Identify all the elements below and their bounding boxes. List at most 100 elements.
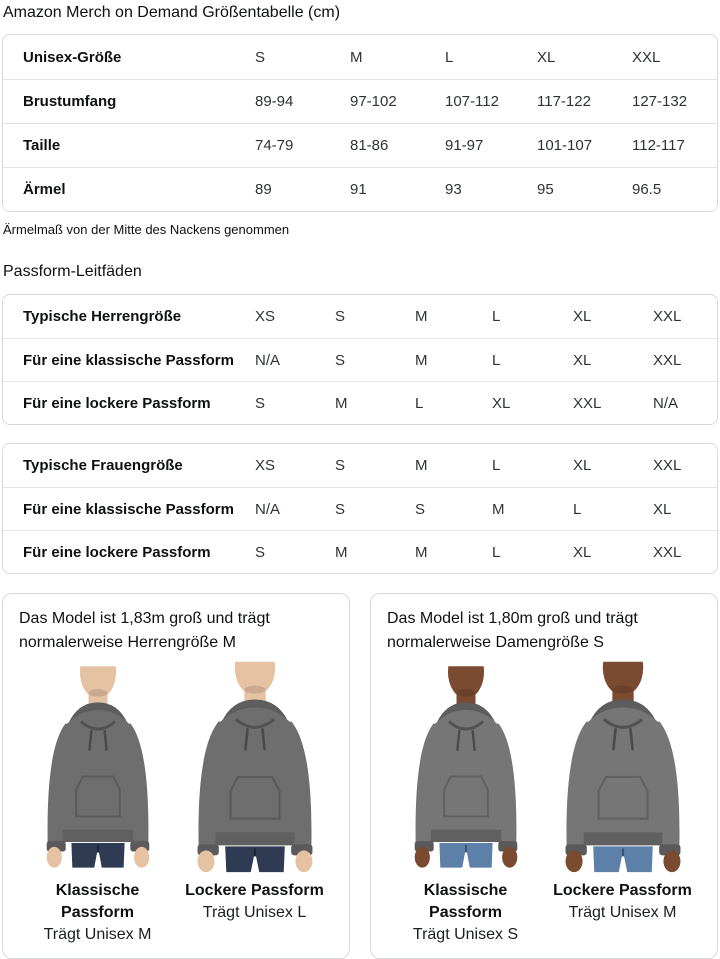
- womens-fit-table: Typische Frauengröße XS S M L XL XXL Für…: [2, 443, 718, 574]
- table-row: Für eine klassische Passform N/A S M L X…: [3, 338, 717, 381]
- table-row: Brustumfang 89-94 97-102 107-112 117-122…: [3, 79, 717, 123]
- table-row: Für eine klassische Passform N/A S S M L…: [3, 487, 717, 530]
- table-cell: M: [415, 457, 428, 474]
- table-cell: XS: [255, 457, 276, 474]
- table-cell: XXL: [653, 351, 682, 369]
- row-label: Ärmel: [23, 181, 66, 198]
- table-cell: XL: [653, 500, 672, 518]
- table-cell: M: [492, 500, 505, 518]
- male-classic-fit-photo: Klassische Passform Trägt Unisex M: [19, 661, 176, 946]
- table-row: Taille 74-79 81-86 91-97 101-107 112-117: [3, 123, 717, 167]
- table-cell: 81-86: [350, 137, 389, 154]
- table-cell: 97-102: [350, 93, 397, 110]
- row-label: Für eine klassische Passform: [23, 500, 234, 518]
- size-caption: Trägt Unisex S: [412, 926, 519, 943]
- table-cell: L: [492, 351, 501, 369]
- table-cell: XL: [573, 351, 592, 369]
- table-cell: 91-97: [445, 137, 484, 154]
- table-row: Ärmel 89 91 93 95 96.5: [3, 167, 717, 211]
- row-label: Taille: [23, 137, 61, 154]
- row-label: Typische Frauengröße: [23, 457, 183, 474]
- table-cell: XL: [573, 308, 592, 325]
- row-label: Typische Herrengröße: [23, 308, 182, 325]
- table-cell: XXL: [653, 543, 682, 561]
- figures-row: Klassische Passform Trägt Unisex S Locke…: [387, 661, 701, 946]
- table-cell: XL: [492, 394, 511, 412]
- fit-section-title: Passform-Leitfäden: [3, 263, 142, 280]
- table-cell: 74-79: [255, 137, 294, 154]
- fit-caption: Klassische Passform: [423, 882, 508, 921]
- table-cell: XXL: [573, 394, 602, 412]
- row-label: Brustumfang: [23, 93, 117, 110]
- female-model-loose-icon: [547, 661, 699, 873]
- female-model-classic-icon: [390, 661, 542, 873]
- table-cell: XXL: [653, 457, 682, 474]
- table-cell: XL: [573, 543, 592, 561]
- table-cell: L: [492, 457, 501, 474]
- size-caption: Trägt Unisex M: [43, 926, 152, 943]
- table-cell: S: [255, 394, 266, 412]
- male-model-classic-icon: [22, 661, 174, 873]
- male-model-loose-icon: [179, 661, 331, 873]
- table-cell: L: [492, 543, 501, 561]
- model-description: Das Model ist 1,83m groß und trägt norma…: [19, 610, 270, 651]
- female-loose-fit-photo: Lockere Passform Trägt Unisex M: [544, 661, 701, 946]
- table-cell: M: [335, 394, 348, 412]
- table-row: Für eine lockere Passform S M M L XL XXL: [3, 530, 717, 573]
- size-caption: Trägt Unisex M: [568, 904, 677, 921]
- table-header-row: Unisex-Größe S M L XL XXL: [3, 35, 717, 79]
- model-cards: Das Model ist 1,83m groß und trägt norma…: [2, 593, 718, 959]
- table-cell: L: [415, 394, 424, 412]
- table-cell: M: [335, 543, 348, 561]
- row-label: Für eine lockere Passform: [23, 543, 211, 561]
- size-col-header: L: [445, 48, 454, 66]
- table-cell: 89-94: [255, 93, 294, 110]
- table-cell: N/A: [653, 394, 679, 412]
- table-cell: XXL: [653, 308, 682, 325]
- size-col-header: XL: [537, 48, 556, 66]
- unisex-size-table: Unisex-Größe S M L XL XXL Brustumfang 89…: [2, 34, 718, 212]
- table-cell: 91: [350, 181, 367, 198]
- table-cell: M: [415, 543, 428, 561]
- table-cell: 127-132: [632, 93, 688, 110]
- row-label: Unisex-Größe: [23, 48, 122, 66]
- table-cell: 95: [537, 181, 554, 198]
- table-cell: XL: [573, 457, 592, 474]
- table-cell: S: [415, 500, 426, 518]
- table-row: Typische Herrengröße XS S M L XL XXL: [3, 295, 717, 338]
- table-cell: XS: [255, 308, 276, 325]
- size-caption: Trägt Unisex L: [202, 904, 307, 921]
- table-cell: 93: [445, 181, 462, 198]
- fit-caption: Klassische Passform: [55, 882, 140, 921]
- table-row: Typische Frauengröße XS S M L XL XXL: [3, 444, 717, 487]
- male-model-card: Das Model ist 1,83m groß und trägt norma…: [2, 593, 350, 959]
- female-model-card: Das Model ist 1,80m groß und trägt norma…: [370, 593, 718, 959]
- table-cell: 107-112: [445, 93, 499, 110]
- table-cell: L: [573, 500, 582, 518]
- table-cell: M: [415, 308, 428, 325]
- table-cell: L: [492, 308, 501, 325]
- page-title: Amazon Merch on Demand Größentabelle (cm…: [3, 4, 341, 21]
- table-cell: 101-107: [537, 137, 593, 154]
- table-cell: S: [335, 457, 346, 474]
- figures-row: Klassische Passform Trägt Unisex M Locke…: [19, 661, 333, 946]
- table-cell: S: [255, 543, 266, 561]
- table-cell: N/A: [255, 500, 281, 518]
- table-row: Für eine lockere Passform S M L XL XXL N…: [3, 381, 717, 424]
- table-cell: S: [335, 351, 346, 369]
- model-description: Das Model ist 1,80m groß und trägt norma…: [387, 610, 638, 651]
- table-cell: N/A: [255, 351, 281, 369]
- mens-fit-table: Typische Herrengröße XS S M L XL XXL Für…: [2, 294, 718, 425]
- sleeve-measure-note: Ärmelmaß von der Mitte des Nackens genom…: [3, 222, 290, 237]
- row-label: Für eine klassische Passform: [23, 351, 234, 369]
- female-classic-fit-photo: Klassische Passform Trägt Unisex S: [387, 661, 544, 946]
- table-cell: 96.5: [632, 181, 662, 198]
- male-loose-fit-photo: Lockere Passform Trägt Unisex L: [176, 661, 333, 946]
- fit-caption: Lockere Passform: [185, 882, 324, 899]
- table-cell: S: [335, 500, 346, 518]
- size-col-header: S: [255, 48, 266, 66]
- fit-caption: Lockere Passform: [553, 882, 692, 899]
- table-cell: 117-122: [537, 93, 591, 110]
- table-cell: S: [335, 308, 346, 325]
